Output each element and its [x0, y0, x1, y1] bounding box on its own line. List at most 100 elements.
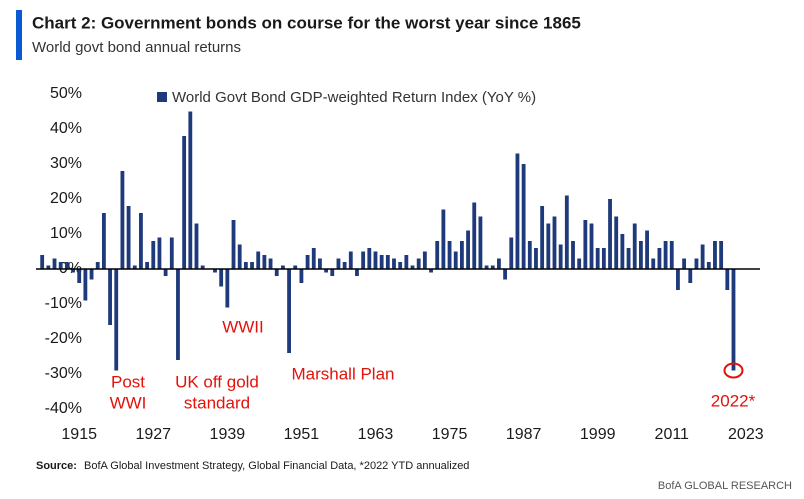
annotation: UK off gold	[175, 372, 259, 391]
bar	[632, 223, 637, 269]
legend-swatch	[157, 92, 167, 102]
bar	[700, 244, 705, 269]
bar	[324, 269, 329, 273]
bar	[663, 241, 668, 269]
bar	[305, 255, 310, 269]
bar	[176, 269, 180, 360]
y-tick-label: -30%	[45, 365, 82, 382]
bar	[410, 265, 415, 269]
y-tick-label: -10%	[45, 295, 82, 312]
bar	[490, 265, 495, 269]
bar	[293, 265, 298, 269]
y-tick-label: 40%	[50, 120, 82, 137]
x-tick-label: 1915	[61, 426, 97, 443]
bar	[379, 255, 384, 269]
bar	[422, 251, 427, 269]
bar	[706, 262, 711, 269]
bar	[608, 199, 612, 269]
legend-label: World Govt Bond GDP-weighted Return Inde…	[172, 89, 536, 106]
bar	[157, 237, 162, 269]
bar	[435, 241, 440, 269]
y-tick-label: 30%	[50, 155, 82, 172]
bar	[330, 269, 335, 276]
bar	[299, 269, 304, 283]
chart-subtitle: World govt bond annual returns	[32, 39, 241, 56]
bar	[287, 269, 291, 353]
y-tick-label: -40%	[45, 400, 82, 417]
y-tick-label: 20%	[50, 190, 82, 207]
bar	[83, 269, 88, 301]
bar	[188, 111, 193, 269]
bar	[342, 262, 347, 269]
x-tick-label: 1939	[210, 426, 246, 443]
bar	[725, 269, 730, 290]
annotation: WWI	[110, 393, 147, 412]
bar	[472, 202, 477, 269]
chart-title: Chart 2: Government bonds on course for …	[32, 13, 581, 32]
bar	[601, 248, 606, 269]
bar	[392, 258, 396, 269]
y-tick-label: 50%	[50, 85, 82, 102]
bar	[404, 255, 409, 269]
x-tick-label: 1963	[358, 426, 394, 443]
bar	[373, 251, 378, 269]
bar	[231, 220, 236, 269]
bar	[64, 262, 69, 269]
bar	[571, 241, 575, 269]
bar	[521, 164, 526, 269]
annotation: WWII	[222, 317, 264, 336]
bar	[311, 248, 316, 269]
bar	[564, 195, 569, 269]
bar	[713, 241, 717, 269]
bar	[385, 255, 390, 269]
bar	[120, 171, 125, 269]
bar	[95, 262, 100, 269]
source-label: Source:	[36, 460, 77, 472]
bar	[219, 269, 224, 287]
bar	[268, 258, 273, 269]
y-tick-label: 10%	[50, 225, 82, 242]
bar	[441, 209, 446, 269]
bar	[126, 206, 131, 269]
bar	[478, 216, 483, 269]
bar	[583, 220, 588, 269]
bar	[626, 248, 631, 269]
annotation: Post	[111, 372, 145, 391]
bar	[484, 265, 489, 269]
source: BofA Global Investment Strategy, Global …	[84, 460, 469, 472]
bar	[108, 269, 112, 325]
bar	[459, 241, 464, 269]
bar	[213, 269, 217, 273]
bar	[552, 216, 557, 269]
annotation: standard	[184, 393, 250, 412]
bar	[398, 262, 403, 269]
bar	[546, 223, 551, 269]
bar	[509, 237, 514, 269]
x-tick-label: 1999	[580, 426, 616, 443]
bar	[250, 262, 254, 269]
bar	[645, 230, 649, 269]
bar	[657, 248, 662, 269]
bar	[558, 244, 563, 269]
bar	[71, 269, 75, 273]
annotation: 2022*	[711, 391, 756, 410]
bar	[101, 213, 106, 269]
bar	[132, 265, 137, 269]
title-accent	[16, 10, 22, 60]
bar	[367, 248, 372, 269]
bar	[589, 223, 594, 269]
bar	[46, 265, 51, 269]
bar	[651, 258, 656, 269]
bar	[256, 251, 261, 269]
bar	[534, 248, 538, 269]
bar	[163, 269, 168, 276]
bar	[676, 269, 680, 290]
x-tick-label: 1975	[432, 426, 468, 443]
bar	[262, 255, 267, 269]
bar	[348, 251, 353, 269]
bar	[52, 258, 57, 269]
bar	[77, 269, 82, 283]
bar	[503, 269, 508, 280]
bar	[151, 241, 156, 269]
